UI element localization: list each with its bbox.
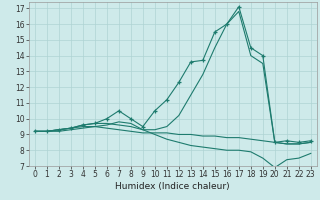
X-axis label: Humidex (Indice chaleur): Humidex (Indice chaleur) <box>116 182 230 191</box>
